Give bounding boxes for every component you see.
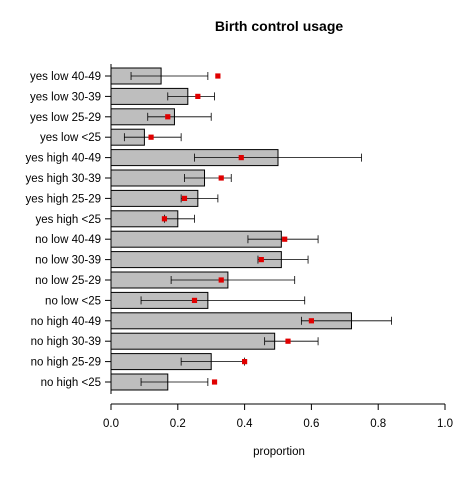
y-tick-label: no low 40-49 bbox=[35, 234, 101, 246]
data-point bbox=[218, 277, 224, 283]
y-tick-label: no high <25 bbox=[41, 377, 101, 389]
y-tick-label: no high 30-39 bbox=[31, 336, 101, 348]
data-point bbox=[308, 318, 314, 324]
data-point bbox=[161, 216, 168, 222]
x-tick-label: 0.2 bbox=[170, 418, 186, 430]
y-tick-label: no low <25 bbox=[45, 295, 101, 307]
data-point bbox=[165, 114, 171, 120]
bar bbox=[110, 251, 282, 269]
data-point bbox=[242, 359, 248, 365]
x-tick-label: 0.0 bbox=[103, 418, 119, 430]
bar bbox=[110, 332, 276, 350]
y-tick-label: yes low 25-29 bbox=[30, 112, 101, 124]
y-tick-label: yes high 25-29 bbox=[26, 193, 101, 205]
y-tick-label: no high 25-29 bbox=[31, 357, 101, 369]
data-point bbox=[215, 73, 221, 79]
x-tick-label: 0.6 bbox=[303, 418, 319, 430]
data-point bbox=[258, 257, 264, 263]
data-point bbox=[191, 297, 198, 303]
data-point bbox=[285, 338, 291, 344]
chart-title: Birth control usage bbox=[214, 18, 344, 34]
data-point bbox=[218, 175, 224, 181]
y-tick-label: yes low 30-39 bbox=[30, 91, 101, 103]
data-point bbox=[195, 93, 201, 99]
data-point bbox=[181, 195, 188, 201]
x-tick-label: 1.0 bbox=[437, 418, 453, 430]
y-tick-label: yes high 40-49 bbox=[26, 153, 101, 165]
y-tick-label: yes high <25 bbox=[35, 214, 101, 226]
x-tick-label: 0.8 bbox=[370, 418, 386, 430]
y-tick-label: no low 30-39 bbox=[35, 255, 101, 267]
data-point bbox=[211, 379, 218, 385]
x-axis-label: proportion bbox=[253, 446, 305, 458]
x-tick-label: 0.4 bbox=[237, 418, 254, 430]
y-tick-label: no high 40-49 bbox=[31, 316, 101, 328]
y-tick-label: yes high 30-39 bbox=[26, 173, 101, 185]
data-point bbox=[238, 155, 244, 161]
data-point bbox=[282, 236, 288, 242]
y-tick-label: no low 25-29 bbox=[35, 275, 101, 287]
data-point bbox=[148, 134, 154, 140]
y-tick-label: yes low 40-49 bbox=[30, 71, 101, 83]
y-tick-label: yes low <25 bbox=[40, 132, 101, 144]
